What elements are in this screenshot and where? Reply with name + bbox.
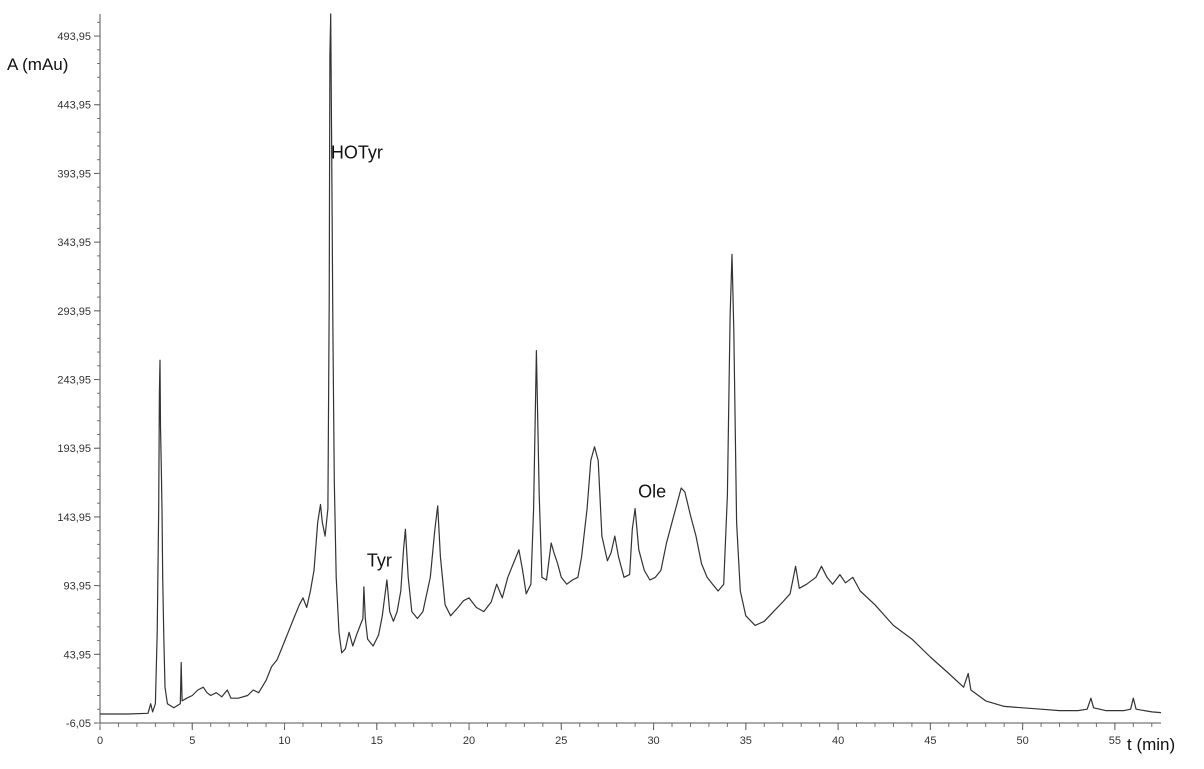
y-tick-label: 93,95 (63, 581, 91, 593)
y-tick-label: 493,95 (57, 31, 91, 43)
x-tick-label: 15 (371, 735, 383, 747)
peak-label: Ole (638, 482, 666, 502)
peak-annotations: HOTyr Tyr Ole (331, 142, 666, 570)
x-tick-label: 10 (278, 735, 290, 747)
x-axis-title: t (min) (1127, 735, 1175, 754)
y-tick-label: 293,95 (57, 306, 91, 318)
peak-label: HOTyr (331, 142, 383, 162)
y-axis-ticks: -6,05 43,95 93,95 143,95 193,95 243,95 293,95 3… (57, 21, 100, 730)
y-tick-label: 393,95 (57, 168, 91, 180)
y-tick-label: 443,95 (57, 100, 91, 112)
x-tick-label: 20 (463, 735, 475, 747)
x-tick-label: 25 (555, 735, 567, 747)
y-tick-label: 43,95 (63, 649, 91, 661)
x-tick-label: 35 (740, 735, 752, 747)
peak-label: Tyr (367, 550, 392, 570)
x-axis-ticks: 0 5 10 15 20 25 30 35 40 45 50 55 (97, 723, 1153, 747)
y-tick-label: 143,95 (57, 512, 91, 524)
x-tick-label: 40 (832, 735, 844, 747)
y-tick-label: 243,95 (57, 375, 91, 387)
y-axis-title: A (mAu) (7, 55, 68, 74)
y-tick-label: 343,95 (57, 237, 91, 249)
x-tick-label: 5 (189, 735, 195, 747)
x-tick-label: 55 (1109, 735, 1121, 747)
y-tick-label: 193,95 (57, 443, 91, 455)
chromatogram-trace (100, 13, 1162, 715)
x-tick-label: 45 (924, 735, 936, 747)
x-tick-label: 50 (1016, 735, 1028, 747)
x-tick-label: 30 (647, 735, 659, 747)
x-tick-label: 0 (97, 735, 103, 747)
y-tick-label: -6,05 (66, 718, 91, 730)
